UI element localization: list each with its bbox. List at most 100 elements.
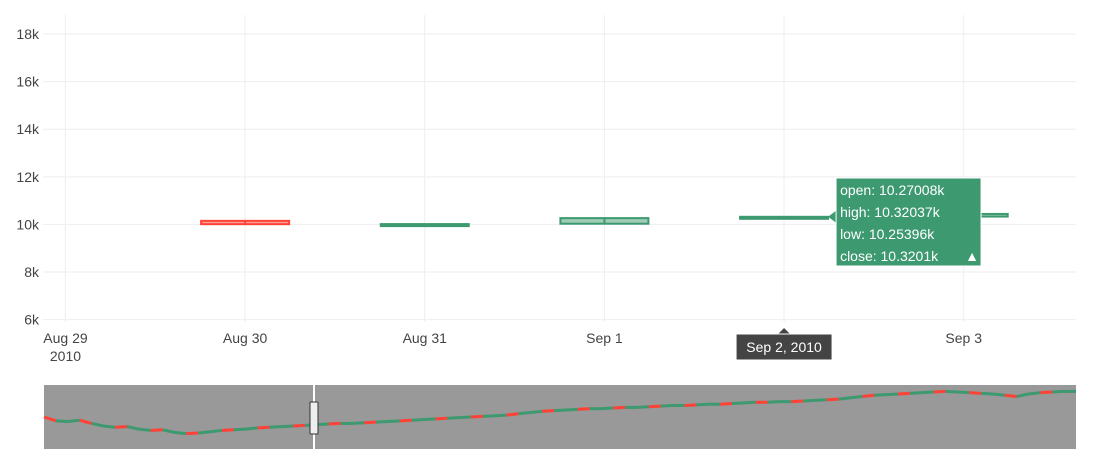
rangeslider-segment bbox=[269, 425, 282, 429]
tooltip-pointer bbox=[828, 210, 837, 223]
rangeslider-segment bbox=[814, 398, 827, 402]
rangeslider-segment bbox=[103, 424, 116, 429]
range-slider[interactable] bbox=[43, 385, 1076, 449]
rangeslider-handle[interactable] bbox=[309, 401, 319, 435]
y-axis-ticks: 6k 8k 10k 12k 14k 16k 18k bbox=[16, 26, 40, 328]
hover-label: Sep 2, 2010 open: 10.27008k high: 10.32037… bbox=[735, 177, 982, 361]
rangeslider-segment bbox=[648, 404, 661, 409]
rangeslider-segment bbox=[150, 428, 163, 432]
tooltip-line: low: 10.25396k bbox=[840, 226, 935, 242]
y-tick-label: 14k bbox=[16, 121, 40, 137]
rangeslider-segment bbox=[553, 408, 567, 413]
x-tick-label: Aug 29 bbox=[43, 330, 88, 346]
rangeslider-segment bbox=[850, 395, 863, 400]
rangeslider-segment bbox=[1052, 389, 1065, 394]
rangeslider-segment bbox=[660, 403, 673, 408]
tooltip-box bbox=[835, 177, 982, 267]
x-hover-text: Sep 2, 2010 bbox=[746, 339, 822, 355]
rangeslider-segment bbox=[696, 402, 709, 407]
rangeslider-segment bbox=[731, 401, 744, 406]
rangeslider-segment bbox=[482, 414, 495, 418]
rangeslider-segment bbox=[969, 391, 982, 395]
rangeslider-segment bbox=[316, 422, 329, 427]
rangeslider-segment bbox=[55, 419, 68, 423]
rangeslider-segment bbox=[79, 418, 92, 425]
rangeslider-segment bbox=[981, 391, 994, 396]
rangeslider-segment bbox=[293, 423, 306, 428]
rangeslider-segment bbox=[435, 416, 448, 421]
rangeslider-segment bbox=[198, 430, 211, 435]
x-tick-label: Aug 30 bbox=[223, 330, 268, 346]
rangeslider-segment bbox=[921, 390, 934, 395]
rangeslider-segment bbox=[494, 413, 507, 418]
x-hover-box bbox=[735, 333, 833, 361]
rangeslider-segment bbox=[862, 393, 875, 399]
rangeslider-segment bbox=[411, 418, 424, 422]
rangeslider-segment bbox=[364, 420, 377, 425]
rangeslider-segment bbox=[874, 393, 887, 397]
rangeslider-segment bbox=[91, 421, 104, 428]
rangeslider-segment bbox=[221, 428, 234, 432]
y-tick-label: 12k bbox=[16, 169, 40, 185]
y-tick-label: 18k bbox=[16, 26, 40, 42]
x-tick-label: Sep 1 bbox=[586, 330, 623, 346]
candle-body bbox=[739, 215, 830, 220]
candle bbox=[379, 223, 470, 228]
rangeslider-segment bbox=[767, 400, 780, 404]
rangeslider-segment bbox=[115, 425, 128, 429]
x-tick-label: Aug 31 bbox=[403, 330, 448, 346]
rangeslider-segment bbox=[257, 425, 270, 430]
tooltip-line: open: 10.27008k bbox=[840, 182, 945, 198]
rangeslider-segment bbox=[126, 425, 140, 431]
rangeslider-segment bbox=[233, 427, 246, 432]
rangeslider-segment bbox=[518, 411, 531, 416]
rangeslider-segment bbox=[803, 398, 816, 403]
rangeslider-segment bbox=[281, 424, 294, 429]
y-gridlines bbox=[43, 33, 1076, 321]
rangeslider-segment bbox=[423, 417, 436, 422]
tooltip-line: close: 10.3201k bbox=[840, 248, 939, 264]
rangeslider-segment bbox=[447, 416, 460, 420]
rangeslider-segment bbox=[138, 427, 151, 432]
rangeslider-segment bbox=[245, 426, 258, 431]
rangeslider-segment bbox=[328, 421, 341, 426]
rangeslider-segment bbox=[684, 403, 697, 407]
rangeslider-segment bbox=[1040, 390, 1053, 395]
rangeslider-segment bbox=[909, 391, 922, 395]
rangeslider-segment bbox=[506, 412, 519, 417]
rangeslider-segment bbox=[743, 400, 756, 405]
rangeslider-segment bbox=[1004, 393, 1017, 399]
rangeslider-segment bbox=[186, 431, 199, 436]
candle-body bbox=[559, 217, 650, 225]
rangeslider-segment bbox=[720, 402, 733, 406]
candle bbox=[739, 215, 830, 220]
rangeslider-segment bbox=[174, 430, 187, 436]
rangeslider-segment bbox=[565, 407, 578, 412]
x-year-label: 2010 bbox=[50, 348, 81, 364]
y-tick-label: 10k bbox=[16, 216, 40, 232]
x-tick-label: Sep 3 bbox=[945, 330, 982, 346]
rangeslider-segment bbox=[601, 406, 614, 411]
increasing-icon: ▲ bbox=[965, 248, 979, 264]
y-tick-label: 6k bbox=[24, 312, 40, 328]
rangeslider-segment bbox=[470, 414, 483, 419]
x-hover-pointer bbox=[778, 328, 791, 334]
rangeslider-segment bbox=[67, 418, 80, 423]
rangeslider-segment bbox=[43, 415, 57, 423]
rangeslider-segment bbox=[352, 421, 365, 425]
rangeslider-segment bbox=[542, 409, 555, 413]
candle-body bbox=[379, 223, 470, 228]
rangeslider-segment bbox=[1016, 392, 1029, 398]
candle bbox=[200, 219, 291, 226]
rangeslider-segment bbox=[577, 407, 590, 411]
rangeslider-segment bbox=[791, 399, 804, 404]
rangeslider-segment bbox=[992, 392, 1005, 397]
rangeslider-background bbox=[44, 385, 1076, 449]
rangeslider-segment bbox=[637, 405, 650, 409]
rangeslider-segment bbox=[399, 418, 412, 423]
rangeslider-segment bbox=[826, 397, 839, 402]
rangeslider-segment bbox=[530, 409, 543, 415]
rangeslider-segment bbox=[209, 428, 223, 434]
